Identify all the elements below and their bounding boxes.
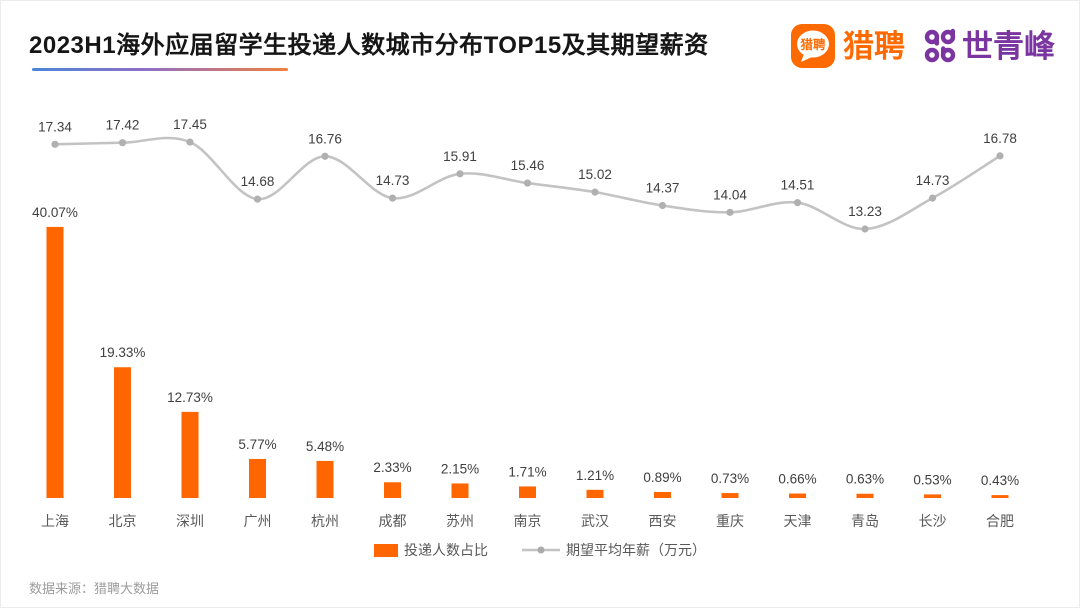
line-value-label: 17.45 [173, 117, 207, 132]
bar-北京 [114, 367, 131, 498]
line-point-青岛 [861, 225, 869, 233]
bar-武汉 [586, 489, 604, 498]
bar-西安 [654, 491, 671, 498]
category-label-上海: 上海 [41, 513, 69, 529]
category-label-合肥: 合肥 [986, 513, 1014, 529]
category-label-长沙: 长沙 [919, 513, 947, 529]
category-label-青岛: 青岛 [851, 513, 879, 529]
line-point-天津 [793, 199, 802, 207]
bar-value-label: 19.33% [100, 345, 146, 360]
line-point-成都 [388, 194, 397, 202]
line-point-南京 [523, 179, 532, 187]
category-label-深圳: 深圳 [176, 513, 204, 529]
shiqingfeng-logo-text: 世青峰 [962, 28, 1055, 64]
bar-value-label: 1.71% [508, 464, 546, 479]
line-value-label: 15.91 [443, 149, 477, 164]
liepin-logo-icon: 猎聘 [791, 24, 835, 68]
brand-logos: 猎聘 猎聘 世青峰 [790, 22, 1055, 70]
shiqingfeng-logo-icon [924, 28, 956, 63]
bar-value-label: 0.53% [913, 472, 951, 487]
liepin-logo-text: 猎聘 [843, 28, 905, 64]
category-label-武汉: 武汉 [581, 513, 609, 529]
title-underline [32, 68, 288, 71]
legend-item-line: 期望平均年薪（万元） [522, 540, 706, 560]
bar-长沙 [924, 494, 941, 498]
line-legend-label: 期望平均年薪（万元） [566, 542, 706, 558]
bar-value-label: 0.89% [643, 470, 681, 485]
bar-value-label: 40.07% [32, 205, 78, 220]
bar-legend-label: 投递人数占比 [404, 542, 488, 558]
category-label-杭州: 杭州 [311, 513, 339, 529]
line-point-深圳 [186, 138, 194, 146]
bar-天津 [789, 493, 806, 498]
bar-value-label: 0.43% [981, 473, 1019, 488]
bar-杭州 [316, 460, 334, 498]
category-label-重庆: 重庆 [716, 513, 744, 529]
bar-value-label: 2.15% [441, 461, 479, 476]
line-point-苏州 [456, 170, 464, 178]
salary-line [54, 136, 1001, 231]
category-label-成都: 成都 [379, 513, 407, 529]
line-value-label: 16.76 [308, 131, 342, 146]
bar-value-label: 0.73% [711, 471, 749, 486]
line-point-北京 [118, 139, 127, 147]
line-value-label: 14.04 [713, 187, 747, 202]
category-label-广州: 广州 [244, 513, 272, 529]
bar-value-label: 5.48% [306, 439, 344, 454]
bar-重庆 [721, 493, 739, 498]
line-point-长沙 [928, 194, 937, 202]
bar-成都 [384, 482, 401, 498]
category-label-天津: 天津 [784, 513, 812, 529]
chart-legend: 投递人数占比 期望平均年薪（万元） [1, 540, 1079, 560]
line-value-label: 13.23 [848, 204, 882, 219]
bar-value-label: 0.63% [846, 472, 884, 487]
page-title: 2023H1海外应届留学生投递人数城市分布TOP15及其期望薪资 [29, 32, 709, 59]
line-value-label: 15.46 [511, 158, 545, 173]
line-value-label: 14.51 [781, 178, 815, 193]
line-legend-marker [522, 546, 560, 554]
category-label-西安: 西安 [649, 513, 677, 529]
line-point-合肥 [996, 152, 1004, 160]
bar-legend-swatch [374, 543, 398, 557]
combo-chart: 40.07% 19.33% 12.73% 5.77% 5.48% 2.33% 2.15% 1.… [32, 117, 1019, 529]
line-point-重庆 [726, 208, 734, 216]
line-value-label: 15.02 [578, 167, 612, 182]
liepin-icon-text: 猎聘 [800, 37, 826, 52]
bar-苏州 [451, 483, 469, 498]
bar-深圳 [181, 411, 199, 498]
legend-item-bar: 投递人数占比 [374, 540, 488, 560]
data-source: 数据来源：猎聘大数据 [29, 581, 160, 596]
line-point-杭州 [321, 152, 329, 160]
bar-青岛 [856, 493, 874, 498]
line-point-西安 [658, 201, 667, 210]
bar-value-label: 2.33% [373, 460, 411, 475]
bar-value-label: 1.21% [576, 468, 614, 483]
line-value-label: 14.73 [916, 173, 950, 188]
bar-南京 [519, 486, 536, 498]
line-value-label: 14.37 [646, 181, 680, 196]
line-value-label: 14.68 [241, 174, 275, 189]
line-value-label: 16.78 [983, 131, 1017, 146]
line-value-label: 17.34 [38, 119, 72, 134]
line-point-上海 [51, 140, 59, 148]
category-label-南京: 南京 [514, 513, 542, 529]
line-value-label: 14.73 [376, 173, 410, 188]
bar-合肥 [991, 495, 1009, 498]
bar-value-label: 5.77% [238, 437, 276, 452]
bar-上海 [46, 226, 64, 498]
line-value-label: 17.42 [106, 118, 140, 133]
category-label-苏州: 苏州 [446, 513, 474, 529]
line-point-武汉 [591, 188, 599, 196]
line-point-广州 [253, 195, 262, 203]
bar-value-label: 12.73% [167, 390, 213, 405]
bar-广州 [249, 458, 266, 498]
category-label-北京: 北京 [109, 513, 137, 529]
bar-value-label: 0.66% [778, 472, 816, 487]
